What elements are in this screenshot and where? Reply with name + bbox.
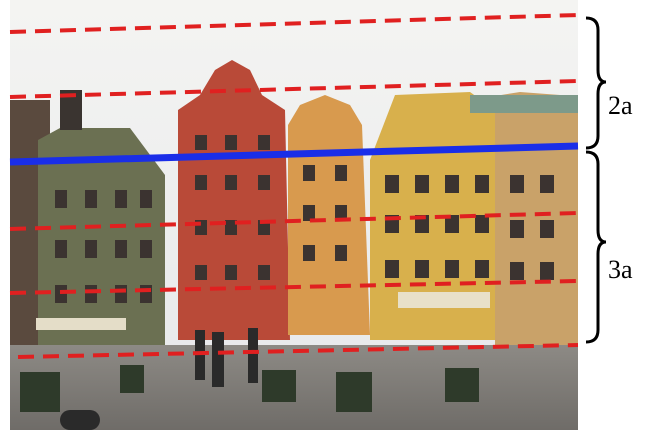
brace [586, 18, 606, 148]
brace-label: 3a [608, 255, 633, 284]
building [288, 95, 370, 335]
annotated-photo: 2a 3a [0, 0, 650, 430]
brace-label: 2a [608, 91, 633, 120]
awning [36, 318, 126, 330]
brace [586, 152, 606, 342]
awning [398, 292, 490, 308]
page: 2a 3a (() => { const data = JSON.parse(d… [0, 0, 650, 430]
roof [470, 95, 578, 113]
